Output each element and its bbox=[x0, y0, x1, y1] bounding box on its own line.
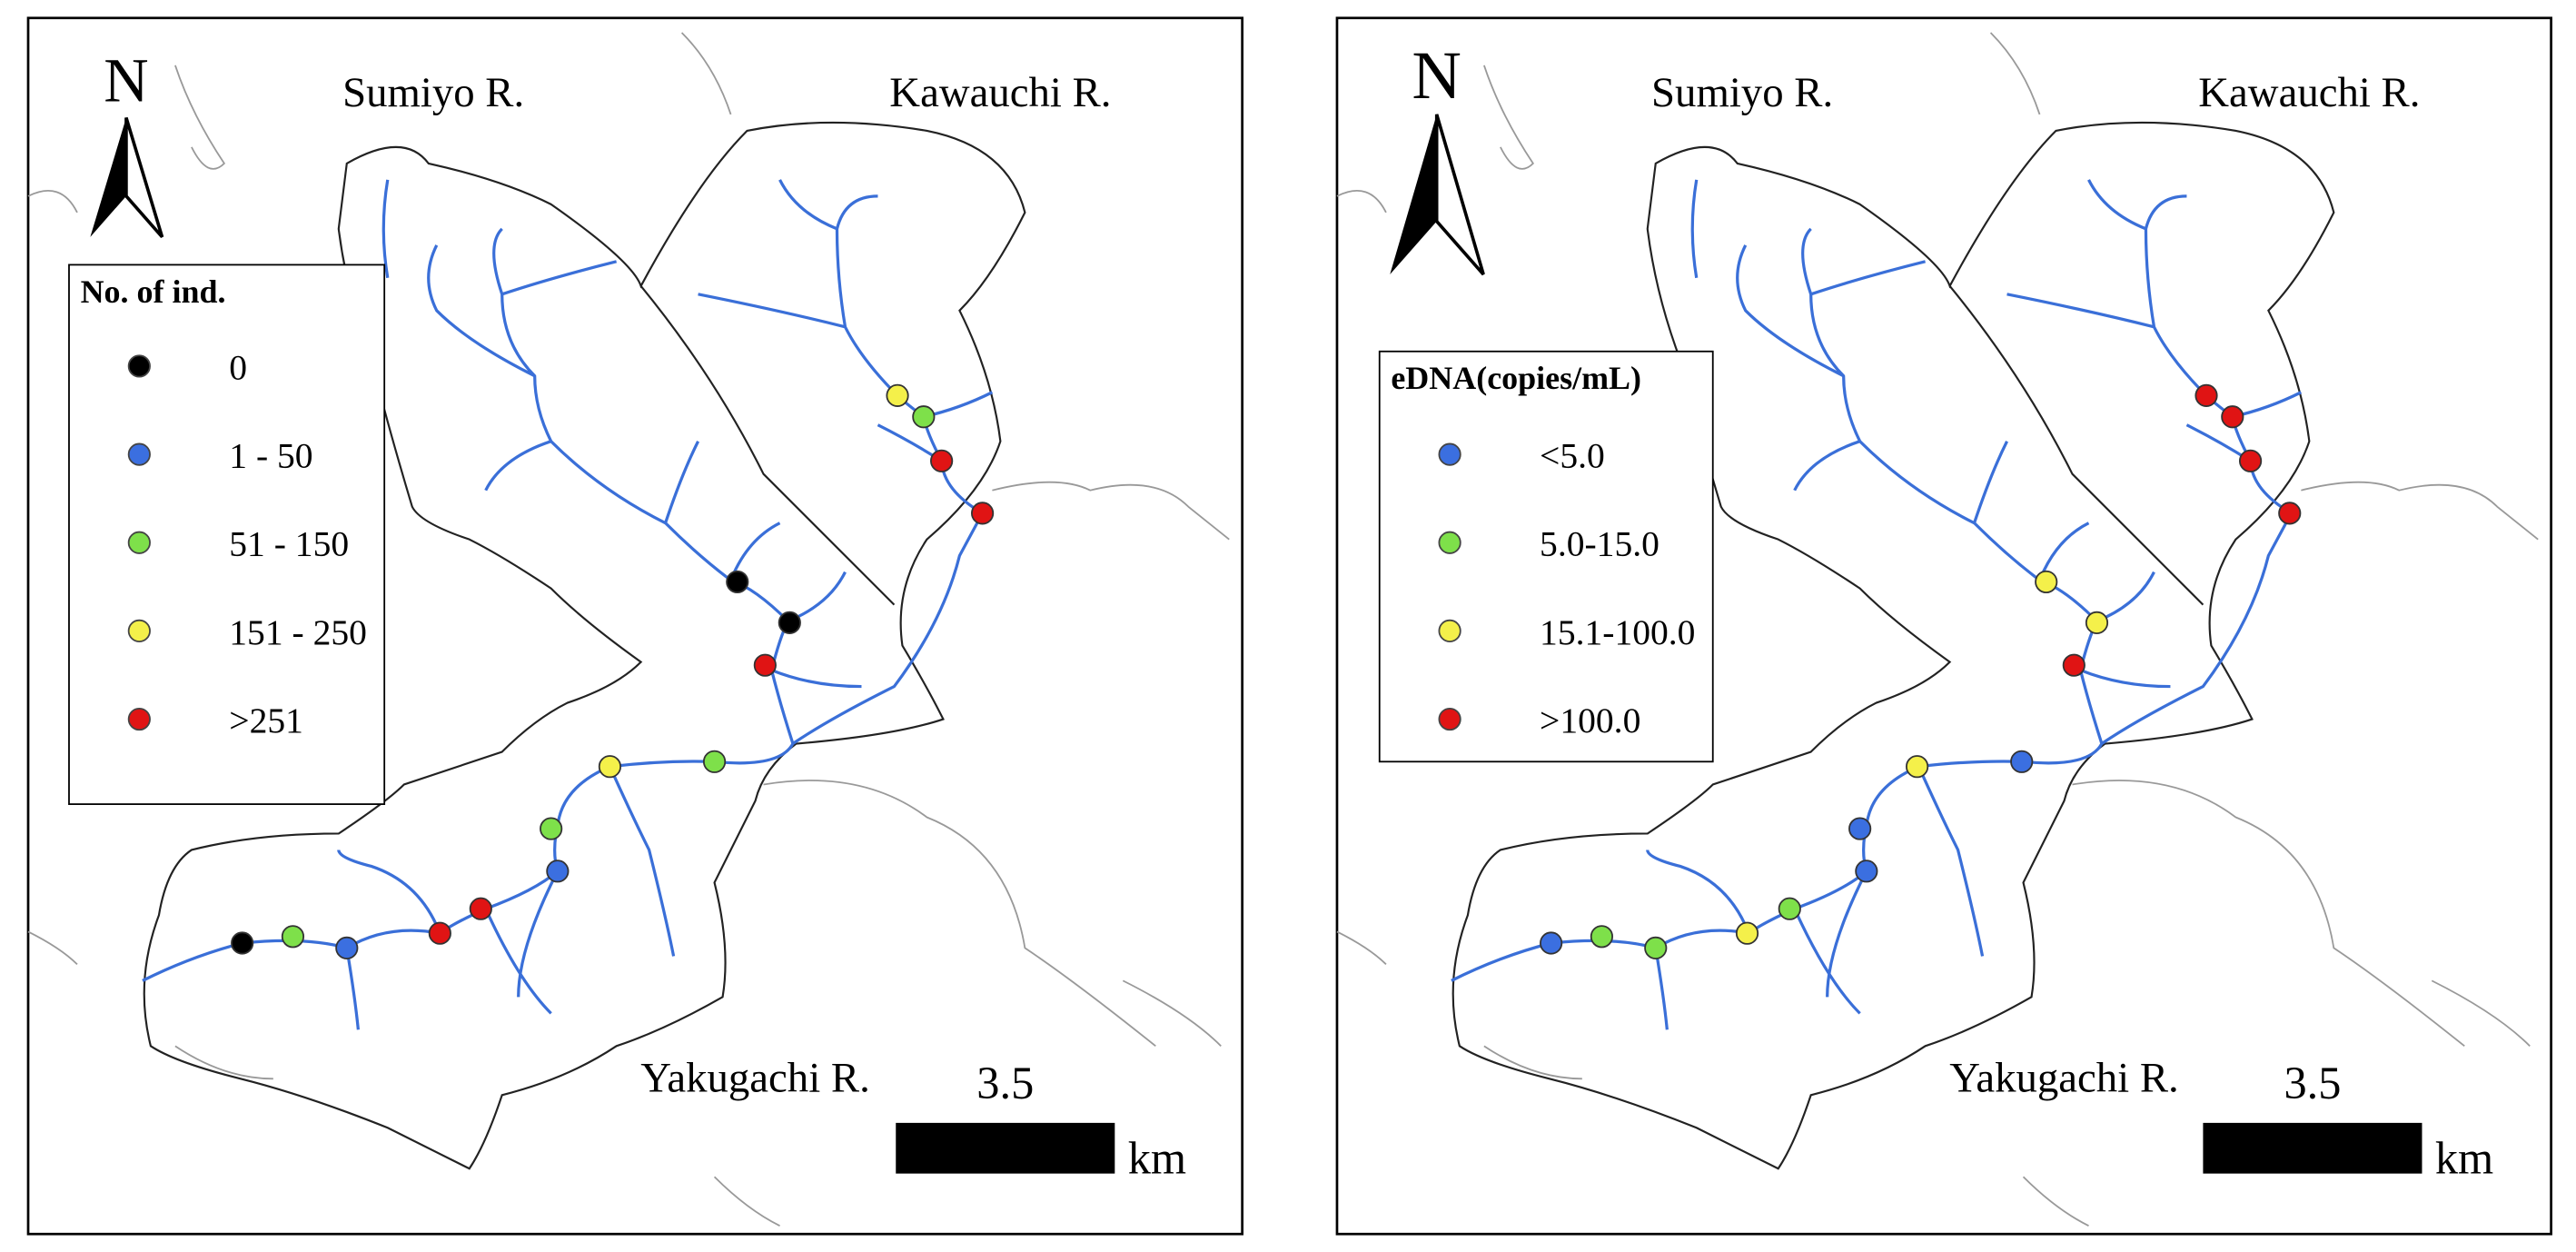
panel-frame bbox=[26, 16, 1243, 1236]
river-label: Yakugachi R. bbox=[1949, 1055, 2178, 1102]
legend-label: 5.0-15.0 bbox=[1540, 524, 1660, 564]
north-arrow bbox=[90, 117, 126, 237]
sampling-site bbox=[2221, 405, 2244, 429]
legend-marker bbox=[127, 619, 151, 642]
sampling-site bbox=[1778, 897, 1801, 920]
sampling-site bbox=[1590, 925, 1613, 949]
legend-marker bbox=[1438, 707, 1461, 731]
legend-label: 15.1-100.0 bbox=[1540, 612, 1695, 652]
scale-value: 3.5 bbox=[976, 1058, 1034, 1108]
north-arrow bbox=[1434, 114, 1485, 276]
map-panel: Sumiyo R. Kawauchi R. Yakugachi R. N No. of … bbox=[26, 16, 1243, 1236]
legend-title: No. of ind. bbox=[81, 273, 226, 310]
north-arrow bbox=[124, 117, 164, 239]
legend-marker bbox=[1438, 619, 1461, 642]
sampling-site bbox=[2278, 502, 2302, 525]
sampling-site bbox=[2010, 750, 2034, 773]
sampling-site bbox=[469, 897, 492, 920]
river-label: Kawauchi R. bbox=[2198, 69, 2420, 116]
river-label: Sumiyo R. bbox=[342, 69, 524, 116]
scale-bar bbox=[896, 1122, 1115, 1174]
sampling-site bbox=[912, 405, 936, 429]
sampling-site bbox=[726, 570, 749, 594]
sampling-site bbox=[778, 611, 801, 634]
legend-marker bbox=[127, 707, 151, 731]
legend-label: >100.0 bbox=[1540, 701, 1640, 740]
sampling-site bbox=[231, 931, 254, 955]
sampling-site bbox=[930, 449, 954, 472]
legend-box bbox=[68, 263, 386, 805]
sampling-site bbox=[598, 755, 622, 779]
legend-marker bbox=[1438, 442, 1461, 466]
scale-unit: km bbox=[2435, 1133, 2493, 1184]
map-panel: Sumiyo R. Kawauchi R. Yakugachi R. NeDNA(co… bbox=[1335, 16, 2552, 1236]
panel-frame bbox=[1335, 16, 2552, 1236]
north-label: N bbox=[104, 46, 148, 115]
river-label: Sumiyo R. bbox=[1651, 69, 1833, 116]
north-label: N bbox=[1412, 38, 1461, 114]
scale-bar bbox=[2203, 1122, 2422, 1174]
sampling-site bbox=[1540, 931, 1563, 955]
sampling-site bbox=[2238, 449, 2263, 472]
legend-marker bbox=[1438, 531, 1461, 554]
legend-marker bbox=[127, 442, 151, 466]
scale-value: 3.5 bbox=[2284, 1058, 2341, 1108]
legend-label: 151 - 250 bbox=[229, 612, 367, 652]
sampling-site bbox=[753, 653, 777, 677]
sampling-site bbox=[1644, 936, 1668, 959]
sampling-site bbox=[2035, 570, 2058, 594]
sampling-site bbox=[335, 936, 359, 959]
sampling-site bbox=[2085, 611, 2109, 634]
sampling-site bbox=[702, 750, 727, 773]
legend-label: 1 - 50 bbox=[229, 436, 312, 476]
sampling-site bbox=[540, 817, 563, 840]
sampling-site bbox=[428, 921, 451, 945]
river-label: Yakugachi R. bbox=[640, 1055, 869, 1102]
legend-marker bbox=[127, 531, 151, 554]
legend-box bbox=[1378, 350, 1714, 763]
sampling-site bbox=[971, 502, 995, 525]
legend-label: 51 - 150 bbox=[229, 524, 349, 564]
sampling-site bbox=[1906, 755, 1929, 779]
legend-label: <5.0 bbox=[1540, 436, 1605, 476]
sampling-site bbox=[546, 860, 570, 883]
sampling-site bbox=[1735, 921, 1759, 945]
legend-title: eDNA(copies/mL) bbox=[1391, 360, 1641, 396]
legend-label: >251 bbox=[229, 701, 303, 740]
sampling-site bbox=[1848, 817, 1872, 840]
sampling-site bbox=[2195, 383, 2218, 407]
legend-label: 0 bbox=[229, 347, 247, 387]
sampling-site bbox=[281, 925, 305, 949]
river-label: Kawauchi R. bbox=[889, 69, 1111, 116]
scale-unit: km bbox=[1128, 1133, 1186, 1184]
sampling-site bbox=[1855, 860, 1878, 883]
sampling-site bbox=[886, 383, 909, 407]
legend-marker bbox=[127, 354, 151, 378]
sampling-site bbox=[2062, 653, 2086, 677]
north-arrow bbox=[1390, 114, 1437, 275]
